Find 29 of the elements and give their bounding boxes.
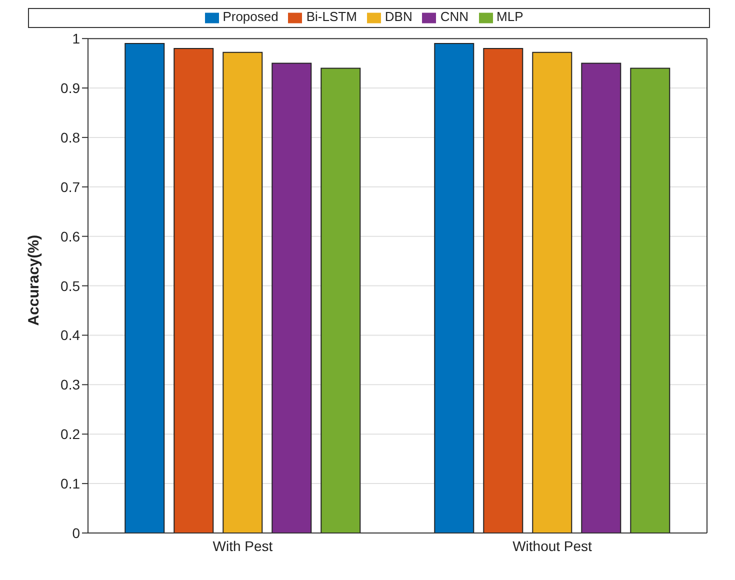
- bar: [483, 48, 524, 533]
- y-tick-label: 0.5: [60, 278, 80, 294]
- legend-label: MLP: [496, 9, 524, 24]
- legend-label: Bi-LSTM: [306, 9, 357, 24]
- bar: [532, 52, 572, 533]
- legend-label: CNN: [440, 9, 469, 24]
- y-tick-label: 0.4: [60, 327, 80, 344]
- y-tick-label: 0.3: [60, 376, 80, 393]
- legend-label: DBN: [384, 9, 412, 24]
- x-tick-label: With Pest: [212, 538, 273, 554]
- y-tick-label: 0.2: [60, 426, 80, 442]
- y-axis-title: Accuracy(%): [25, 234, 42, 326]
- bar: [222, 52, 263, 533]
- y-tick-label: 0.8: [60, 129, 80, 146]
- bar: [320, 68, 361, 533]
- y-tick-label: 0.9: [60, 80, 80, 96]
- bar: [581, 62, 622, 533]
- y-tick-label: 0: [72, 524, 80, 541]
- bar: [174, 48, 214, 533]
- bar: [124, 43, 165, 533]
- x-tick-label: Without Pest: [512, 538, 592, 554]
- legend-label: Proposed: [222, 9, 278, 24]
- bar: [434, 43, 474, 533]
- y-tick-label: 1: [72, 30, 80, 47]
- bar: [272, 62, 312, 533]
- y-tick-label: 0.7: [60, 178, 80, 195]
- y-tick-label: 0.1: [60, 476, 80, 492]
- bar: [630, 68, 670, 533]
- y-tick-label: 0.6: [60, 228, 80, 244]
